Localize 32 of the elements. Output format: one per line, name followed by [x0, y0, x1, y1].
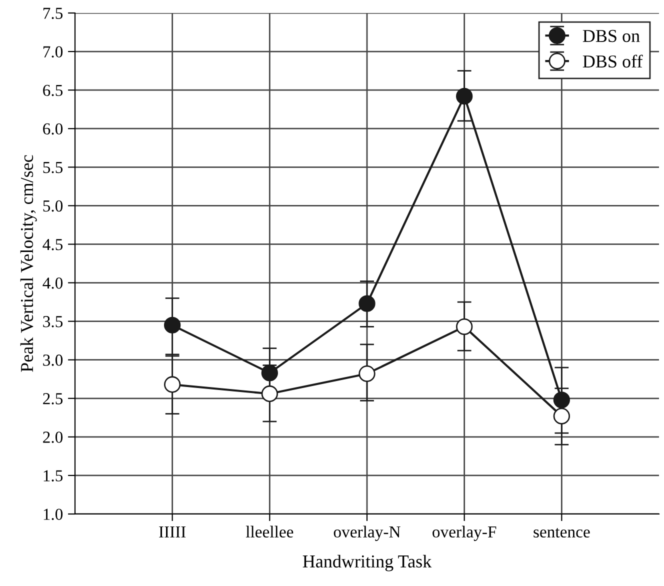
y-tick-label: 7.5 — [43, 8, 63, 20]
x-tick-label: overlay-N — [334, 526, 400, 541]
y-tick-label: 1.5 — [44, 470, 63, 482]
x-axis-title: Handwriting Task — [302, 554, 432, 572]
point — [553, 408, 570, 424]
y-tick-label: 7.0 — [43, 46, 63, 58]
y-tick-label: 4.0 — [42, 277, 63, 289]
x-tick-label: overlay-F — [432, 526, 496, 541]
y-tick-label: 5.5 — [43, 162, 63, 174]
y-axis-title: Peak Vertical Velocity, cm/sec — [20, 155, 37, 372]
y-tick-label: 2.0 — [43, 432, 63, 443]
y-tick-label: 2.5 — [43, 393, 63, 404]
point — [456, 318, 473, 336]
point — [456, 88, 473, 105]
point — [261, 364, 278, 382]
point — [164, 316, 181, 334]
point — [164, 376, 181, 393]
y-tick-label: 1.0 — [44, 508, 63, 520]
y-tick-label: 3.5 — [43, 316, 63, 328]
y-tick-label: 5.0 — [43, 200, 63, 212]
x-tick-label: lleellee — [246, 526, 294, 538]
y-tick-label: 6.0 — [43, 123, 63, 135]
legend-label: DBS off — [582, 54, 643, 68]
x-tick-label: sentence — [534, 528, 590, 538]
y-tick-label: 4.5 — [42, 239, 63, 250]
y-tick-label: 6.5 — [43, 84, 63, 96]
point — [358, 365, 376, 382]
point — [261, 385, 278, 402]
legend-label: DBS on — [582, 30, 640, 42]
point — [358, 295, 376, 312]
x-tick-label: IIIII — [159, 526, 186, 538]
y-tick-label: 3.0 — [43, 354, 63, 366]
